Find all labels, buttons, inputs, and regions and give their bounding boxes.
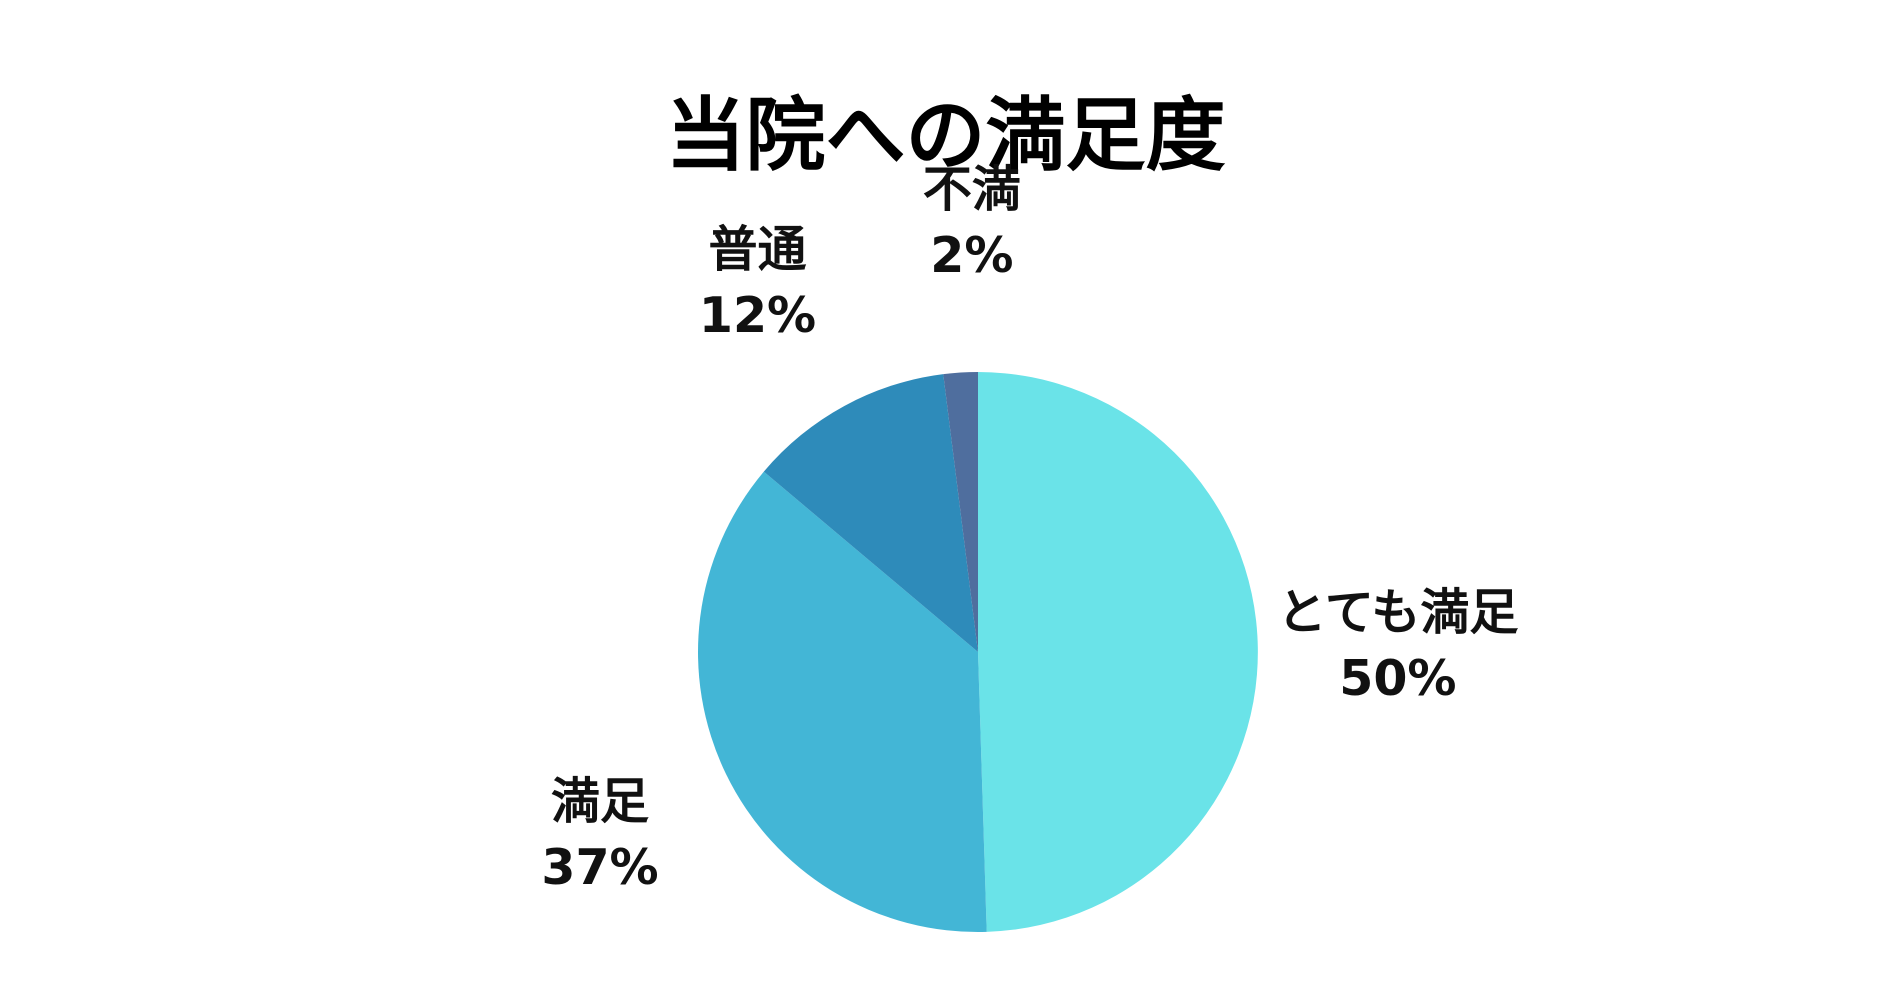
- slice-name: 普通: [708, 220, 807, 278]
- pie-slice-1: [978, 372, 1258, 932]
- slice-label-3: 普通 12%: [699, 217, 816, 349]
- pie-slice-2: [698, 471, 987, 932]
- slice-label-2: 満足 37%: [541, 769, 658, 901]
- slice-name: とても満足: [1277, 583, 1519, 641]
- slice-value: 2%: [930, 226, 1014, 284]
- slice-name: 満足: [550, 772, 650, 830]
- slice-name: 不満: [922, 160, 1021, 218]
- slice-label-1: とても満足 50%: [1277, 579, 1518, 711]
- pie-slice-4: [943, 371, 978, 652]
- slice-label-4: 不満 2%: [923, 157, 1021, 289]
- slice-value: 12%: [698, 286, 817, 344]
- slice-value: 37%: [541, 839, 659, 897]
- pie-slice-3: [763, 374, 978, 652]
- chart-title: 当院への満足度: [665, 89, 1226, 182]
- slice-value: 50%: [1339, 649, 1457, 707]
